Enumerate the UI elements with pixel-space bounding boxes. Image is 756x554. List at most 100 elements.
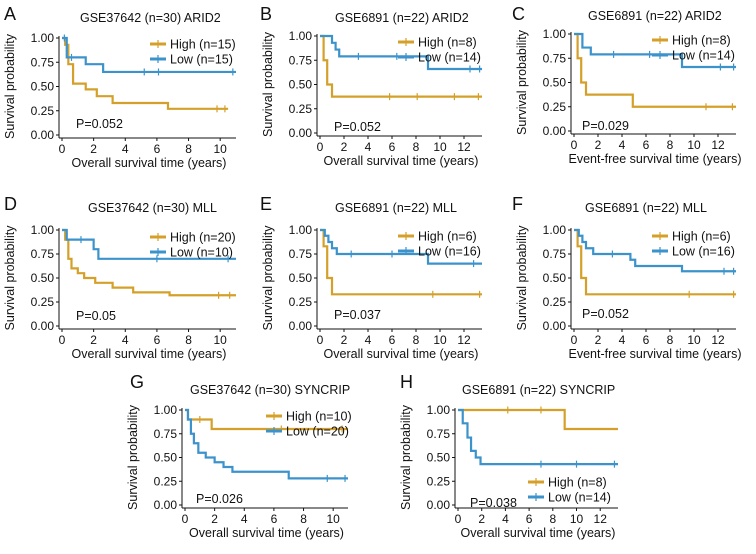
survival-curve-high [62, 228, 236, 297]
panel-letter: E [260, 194, 272, 214]
x-tick-label: 0 [317, 333, 324, 347]
p-value: P=0.038 [470, 496, 517, 510]
y-tick-label: 1.00 [289, 223, 313, 237]
y-tick-label: 1.00 [543, 27, 567, 41]
y-tick-label: 0.25 [31, 104, 55, 118]
x-tick-label: 6 [154, 333, 161, 347]
y-tick-label: 0.50 [31, 271, 55, 285]
legend-label: Low (n=15) [170, 53, 233, 67]
p-value: P=0.052 [334, 120, 381, 134]
panel-title: GSE6891 (n=22) ARID2 [335, 11, 469, 25]
legend-label: Low (n=16) [672, 245, 735, 259]
x-tick-label: 2 [90, 142, 97, 156]
y-axis-label: Survival probability [3, 33, 17, 139]
km-panel-c: C GSE6891 (n=22) ARID2 0.00 0.25 0.50 0.75 1.0… [512, 4, 741, 166]
km-panel-g: G GSE37642 (n=30) SYNCRIP 0.00 0.25 0.50 0.75… [126, 372, 352, 540]
y-tick-label: 0.50 [289, 78, 313, 92]
x-axis-label: Event-free survival time (years) [569, 347, 742, 361]
y-axis-label: Survival probability [515, 225, 529, 331]
x-tick-label: 0 [59, 142, 66, 156]
x-tick-label: 4 [619, 333, 626, 347]
panel-title: GSE6891 (n=22) MLL [585, 201, 707, 215]
y-tick-label: 1.00 [31, 31, 55, 45]
x-tick-label: 12 [457, 333, 471, 347]
x-axis-label: Overall survival time (years) [461, 526, 616, 540]
x-tick-label: 10 [687, 333, 701, 347]
survival-curve-low [62, 228, 236, 260]
legend-label: High (n=8) [672, 34, 731, 48]
legend-label: Low (n=14) [548, 491, 611, 505]
survival-curve-high [574, 32, 736, 108]
x-axis-label: Overall survival time (years) [72, 156, 227, 170]
y-tick-label: 0.25 [31, 295, 55, 309]
x-tick-label: 4 [241, 512, 248, 526]
survival-curve-high [458, 408, 618, 431]
x-tick-label: 2 [595, 333, 602, 347]
x-tick-label: 0 [571, 138, 578, 152]
p-value: P=0.026 [196, 492, 243, 506]
x-tick-label: 0 [317, 140, 324, 154]
p-value: P=0.037 [334, 308, 381, 322]
x-tick-label: 6 [154, 142, 161, 156]
panel-title: GSE6891 (n=22) SYNCRIP [462, 383, 615, 397]
x-tick-label: 4 [122, 142, 129, 156]
y-tick-label: 0.25 [154, 474, 178, 488]
y-tick-label: 0.75 [543, 247, 567, 261]
y-tick-label: 0.00 [543, 319, 567, 333]
x-tick-label: 6 [643, 333, 650, 347]
x-tick-label: 8 [549, 512, 556, 526]
legend-label: Low (n=16) [418, 245, 481, 259]
survival-curve-high [574, 228, 736, 296]
y-axis-label: Survival probability [126, 404, 140, 510]
y-tick-label: 0.50 [289, 271, 313, 285]
panel-letter: A [4, 4, 16, 24]
x-tick-label: 4 [122, 333, 129, 347]
x-tick-label: 0 [182, 512, 189, 526]
panel-title: GSE37642 (n=30) ARID2 [80, 11, 221, 25]
survival-curve-low [574, 32, 736, 69]
legend-label: High (n=6) [672, 230, 731, 244]
panel-title: GSE37642 (n=30) SYNCRIP [190, 383, 350, 397]
panel-letter: D [4, 194, 17, 214]
x-tick-label: 12 [711, 138, 725, 152]
x-tick-label: 6 [389, 333, 396, 347]
y-axis-label: Survival probability [3, 225, 17, 331]
panel-title: GSE6891 (n=22) ARID2 [588, 9, 722, 23]
y-tick-label: 0.75 [427, 427, 451, 441]
y-tick-label: 1.00 [543, 223, 567, 237]
y-tick-label: 0.75 [154, 427, 178, 441]
survival-curve-low [320, 34, 482, 71]
km-panel-f: F GSE6891 (n=22) MLL 0.00 0.25 0.50 0.75 1.00 0… [512, 194, 741, 361]
legend-label: Low (n=20) [286, 425, 349, 439]
panel-letter: G [130, 372, 144, 392]
y-tick-label: 1.00 [31, 223, 55, 237]
panel-letter: C [512, 4, 525, 24]
x-axis-label: Overall survival time (years) [72, 347, 227, 361]
x-tick-label: 6 [389, 140, 396, 154]
x-tick-label: 8 [300, 512, 307, 526]
x-tick-label: 8 [413, 333, 420, 347]
y-tick-label: 0.50 [31, 80, 55, 94]
x-tick-label: 12 [594, 512, 608, 526]
p-value: P=0.052 [582, 307, 629, 321]
y-tick-label: 0.50 [543, 271, 567, 285]
x-axis-label: Event-free survival time (years) [569, 152, 742, 166]
y-tick-label: 0.50 [427, 451, 451, 465]
legend-label: High (n=20) [170, 231, 236, 245]
x-tick-label: 12 [457, 140, 471, 154]
y-tick-label: 0.75 [543, 51, 567, 65]
x-tick-label: 8 [667, 333, 674, 347]
y-tick-label: 0.25 [543, 100, 567, 114]
panel-letter: H [400, 372, 413, 392]
x-tick-label: 2 [211, 512, 218, 526]
x-tick-label: 0 [59, 333, 66, 347]
x-tick-label: 2 [90, 333, 97, 347]
x-tick-label: 0 [571, 333, 578, 347]
legend-label: Low (n=14) [418, 51, 481, 65]
x-tick-label: 12 [711, 333, 725, 347]
km-panel-b: B GSE6891 (n=22) ARID2 0.00 0.25 0.50 0.75 1.0… [260, 4, 482, 168]
panel-title: GSE37642 (n=30) MLL [88, 201, 217, 215]
x-tick-label: 4 [365, 333, 372, 347]
legend-label: High (n=15) [170, 38, 236, 52]
x-tick-label: 2 [478, 512, 485, 526]
